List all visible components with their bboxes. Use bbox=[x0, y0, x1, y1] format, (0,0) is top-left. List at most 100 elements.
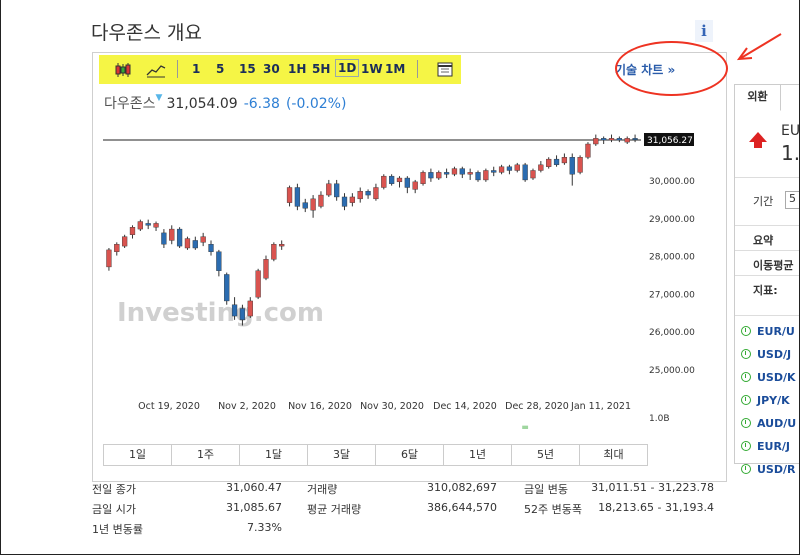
week52-label: 52주 변동폭 bbox=[524, 503, 582, 516]
timeframe-1m[interactable]: 1M bbox=[385, 62, 406, 76]
pair-link[interactable]: AUD/U bbox=[741, 417, 799, 437]
quote-row: 다우존스▼ 31,054.09 -6.38 (-0.02%) bbox=[104, 93, 346, 113]
y-tick-label: 27,000.00 bbox=[649, 290, 695, 300]
range-1y[interactable]: 1년 bbox=[444, 445, 512, 465]
clock-icon bbox=[741, 395, 751, 405]
y-tick-label: 29,000.00 bbox=[649, 215, 695, 225]
timeframe-5h[interactable]: 5H bbox=[312, 62, 331, 76]
candle-body bbox=[129, 227, 136, 235]
price-change-percent: (-0.02%) bbox=[285, 96, 347, 112]
candle-body bbox=[577, 157, 583, 173]
candlestick-icon[interactable] bbox=[114, 62, 132, 78]
candle-body bbox=[538, 164, 544, 171]
pair-link[interactable]: USD/R bbox=[741, 463, 799, 483]
range-5y[interactable]: 5년 bbox=[512, 445, 580, 465]
y-tick-label: 25,000.00 bbox=[649, 366, 695, 376]
annotation-arrow bbox=[736, 33, 782, 61]
range-1d[interactable]: 1일 bbox=[104, 445, 172, 465]
candle-body bbox=[608, 138, 615, 141]
candle-body bbox=[294, 187, 301, 207]
candle-body bbox=[428, 172, 434, 179]
candle-body bbox=[169, 228, 175, 241]
candle-body bbox=[106, 249, 112, 268]
tab-forex[interactable]: 외환 bbox=[735, 85, 781, 111]
side-pair-value: 1. bbox=[781, 141, 800, 165]
divider bbox=[735, 177, 799, 178]
x-tick-label: Dec 14, 2020 bbox=[433, 401, 497, 412]
timeframe-1[interactable]: 1 bbox=[192, 62, 201, 76]
range-max[interactable]: 최대 bbox=[603, 448, 624, 461]
candle-body bbox=[341, 196, 348, 207]
candle-body bbox=[624, 138, 630, 143]
info-icon[interactable]: i bbox=[695, 20, 713, 42]
candle-body bbox=[263, 259, 269, 279]
period-select[interactable]: 5 bbox=[785, 191, 799, 209]
arrow-up-icon bbox=[749, 132, 767, 148]
annotation-circle bbox=[615, 41, 728, 96]
candle-body bbox=[286, 187, 293, 203]
timeframe-15[interactable]: 15 bbox=[239, 62, 256, 76]
candle-body bbox=[522, 164, 528, 181]
timeframe-1w[interactable]: 1W bbox=[361, 62, 383, 76]
candle-body bbox=[208, 244, 214, 252]
range-selector: 1일 1주 1달 3달 6달 1년 5년 최대 bbox=[103, 444, 648, 466]
pair-link[interactable]: USD/J bbox=[741, 348, 799, 368]
volume-value: 310,082,697 bbox=[427, 481, 497, 494]
candle-body bbox=[161, 232, 167, 245]
range-1m[interactable]: 1달 bbox=[240, 445, 308, 465]
pair-link[interactable]: EUR/J bbox=[741, 440, 799, 460]
candle-body bbox=[216, 251, 222, 271]
timeframe-5[interactable]: 5 bbox=[216, 62, 225, 76]
candle-body bbox=[349, 196, 356, 203]
candle-body bbox=[365, 191, 371, 196]
range-6m[interactable]: 6달 bbox=[376, 445, 444, 465]
x-tick-label: Oct 19, 2020 bbox=[138, 401, 200, 412]
price-chart[interactable]: Investing.com 30,000.00 29,000.00 28,000.00… bbox=[103, 119, 723, 429]
area-chart-icon[interactable] bbox=[146, 62, 166, 78]
pair-link[interactable]: USD/K bbox=[741, 371, 799, 391]
candle-body bbox=[255, 270, 261, 298]
candle-body bbox=[593, 138, 599, 145]
candle-body bbox=[318, 194, 324, 207]
range-1w[interactable]: 1주 bbox=[172, 445, 240, 465]
candle-body bbox=[498, 166, 505, 173]
candle-body bbox=[224, 274, 230, 302]
candle-body bbox=[561, 157, 568, 164]
range-3m[interactable]: 3달 bbox=[308, 445, 376, 465]
clock-icon bbox=[741, 464, 751, 474]
year-change-label: 1년 변동률 bbox=[92, 523, 143, 536]
period-label: 기간 bbox=[753, 195, 774, 208]
x-tick-label: Dec 28, 2020 bbox=[505, 401, 569, 412]
x-tick-label: Jan 11, 2021 bbox=[570, 401, 631, 412]
candle-body bbox=[569, 157, 575, 175]
day-range-label: 금일 변동 bbox=[524, 483, 568, 496]
candle-body bbox=[247, 300, 253, 317]
avg-volume-label: 평균 거래량 bbox=[307, 503, 362, 516]
candle-body bbox=[514, 164, 520, 171]
watermark-logo: Investing.com bbox=[117, 298, 324, 328]
candle-body bbox=[475, 172, 481, 181]
candle-body bbox=[601, 138, 607, 141]
pair-link[interactable]: JPY/K bbox=[741, 394, 799, 414]
candle-body bbox=[420, 172, 426, 184]
chart-toolbar bbox=[99, 55, 461, 84]
candle-body bbox=[279, 244, 285, 247]
timeframe-30[interactable]: 30 bbox=[263, 62, 280, 76]
open-value: 31,085.67 bbox=[226, 501, 282, 514]
y-tick-label: 30,000.00 bbox=[649, 177, 695, 187]
timeframe-1h[interactable]: 1H bbox=[288, 62, 307, 76]
toolbar-divider bbox=[177, 60, 178, 78]
calendar-icon[interactable] bbox=[437, 62, 453, 77]
pair-link[interactable]: EUR/U bbox=[741, 325, 799, 345]
divider bbox=[735, 315, 799, 316]
candle-body bbox=[357, 191, 363, 200]
x-tick-label: Nov 2, 2020 bbox=[218, 401, 276, 412]
candle-body bbox=[491, 170, 497, 173]
candle-body bbox=[412, 181, 418, 190]
timeframe-1d[interactable]: 1D bbox=[335, 59, 360, 77]
candle-body bbox=[310, 198, 316, 211]
divider bbox=[735, 275, 799, 276]
clock-icon bbox=[741, 349, 751, 359]
x-tick-label: Nov 30, 2020 bbox=[360, 401, 424, 412]
